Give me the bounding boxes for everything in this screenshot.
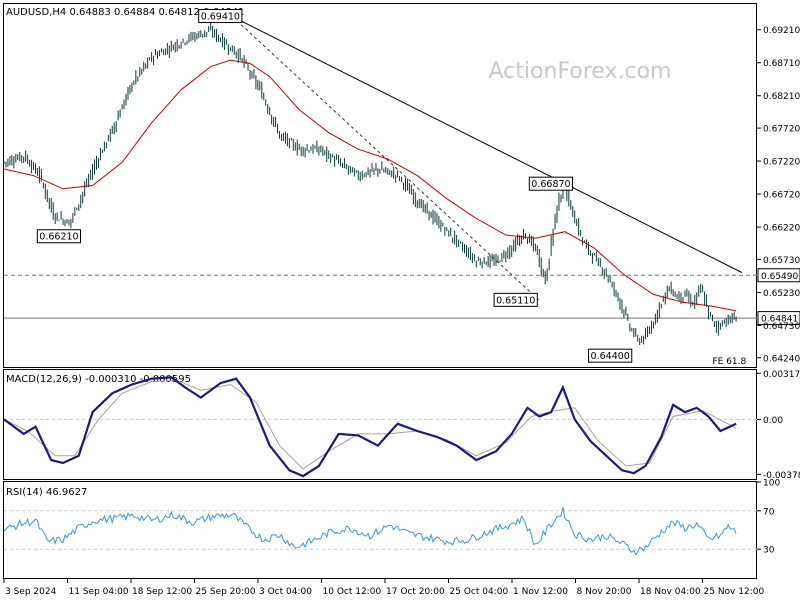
x-axis-tick-label: 3 Oct 04:00 bbox=[259, 587, 312, 597]
x-axis-tick-label: 25 Oct 04:00 bbox=[450, 587, 509, 597]
price-axis-tick-label: 0.67220 bbox=[763, 158, 800, 168]
rsi-axis-tick-label: 100 bbox=[763, 479, 780, 489]
price-axis-tick-label: 0.65730 bbox=[763, 256, 800, 266]
price-annotation-box bbox=[588, 348, 633, 363]
macd-panel-frame bbox=[3, 369, 757, 480]
rsi-axis-tick-label: 30 bbox=[763, 546, 775, 556]
macd-line bbox=[3, 376, 737, 478]
price-annotation-label: 0.65110 bbox=[496, 295, 535, 306]
axes-layer: 0.69210 0.68710 0.68210 0.67720 0.67220 0.667… bbox=[3, 26, 800, 597]
price-annotation-box bbox=[198, 9, 243, 24]
price-level-box bbox=[757, 268, 800, 283]
price-annotation-label: 0.66870 bbox=[531, 179, 570, 190]
price-level-label: 0.64841 bbox=[761, 315, 798, 325]
price-axis-tick-label: 0.66720 bbox=[763, 191, 800, 201]
price-annotation-label: FE 61.8 bbox=[712, 357, 746, 367]
rsi-axis-tick-label: 70 bbox=[763, 507, 775, 517]
x-axis-tick-label: 1 Nov 12:00 bbox=[513, 587, 568, 597]
macd-axis-tick-label: -0.00378 bbox=[763, 471, 800, 481]
rsi-panel-frame bbox=[3, 481, 757, 579]
price-level-label: 0.65490 bbox=[761, 272, 798, 282]
x-axis-tick-label: 17 Oct 20:00 bbox=[386, 587, 445, 597]
price-annotation-box bbox=[36, 229, 82, 244]
price-annotation-box bbox=[528, 176, 574, 191]
price-axis-tick-label: 0.64730 bbox=[763, 322, 800, 332]
grid-layer bbox=[4, 274, 757, 550]
price-axis-tick-label: 0.65230 bbox=[763, 289, 800, 299]
macd-axis-tick-label: 0.003175 bbox=[763, 370, 800, 380]
price-level-box bbox=[757, 311, 800, 326]
labels-layer: 0.65490 0.64841 0.69410 0.66210 0.66870 0.651… bbox=[36, 9, 800, 367]
price-axis-tick-label: 0.69210 bbox=[763, 26, 800, 36]
rsi-panel-title: RSI(14) 46.9627 bbox=[6, 487, 87, 498]
price-axis-tick-label: 0.68210 bbox=[763, 92, 800, 102]
price-annotation-label: 0.69410 bbox=[201, 12, 240, 23]
price-axis-tick-label: 0.64240 bbox=[763, 354, 800, 364]
x-axis-tick-label: 18 Sep 12:00 bbox=[132, 587, 192, 597]
price-axis-tick-label: 0.66220 bbox=[763, 224, 800, 234]
price-panel-title: AUDUSD,H4 0.64883 0.64884 0.64812 0.6484… bbox=[6, 7, 244, 18]
macd-panel-title: MACD(12,26,9) -0.000310 -0.000595 bbox=[6, 374, 191, 385]
x-axis-tick-label: 25 Sep 20:00 bbox=[196, 587, 256, 597]
price-axis-tick-label: 0.67720 bbox=[763, 125, 800, 135]
price-annotation-box bbox=[493, 292, 538, 307]
series-layer bbox=[3, 16, 743, 556]
x-axis-tick-label: 10 Oct 12:00 bbox=[323, 587, 382, 597]
rsi-line bbox=[3, 506, 737, 556]
price-axis-tick-label: 0.68710 bbox=[763, 59, 800, 69]
moving-average-line bbox=[3, 59, 737, 312]
price-annotation-label: 0.64400 bbox=[591, 351, 630, 362]
trendline bbox=[232, 16, 743, 274]
x-axis-tick-label: 25 Nov 12:00 bbox=[704, 587, 765, 597]
macd-axis-tick-label: 0.00 bbox=[763, 416, 783, 426]
watermark: ActionForex.com bbox=[489, 59, 672, 84]
x-axis-tick-label: 11 Sep 04:00 bbox=[69, 587, 129, 597]
price-panel-frame bbox=[3, 3, 757, 368]
macd-signal-line bbox=[3, 379, 737, 470]
dashed-trendline bbox=[231, 16, 540, 301]
x-axis-tick-label: 18 Nov 04:00 bbox=[640, 587, 701, 597]
x-axis-tick-label: 8 Nov 20:00 bbox=[577, 587, 632, 597]
x-axis-tick-label: 3 Sep 2024 bbox=[5, 587, 57, 597]
price-annotation-label: 0.66210 bbox=[39, 232, 78, 243]
